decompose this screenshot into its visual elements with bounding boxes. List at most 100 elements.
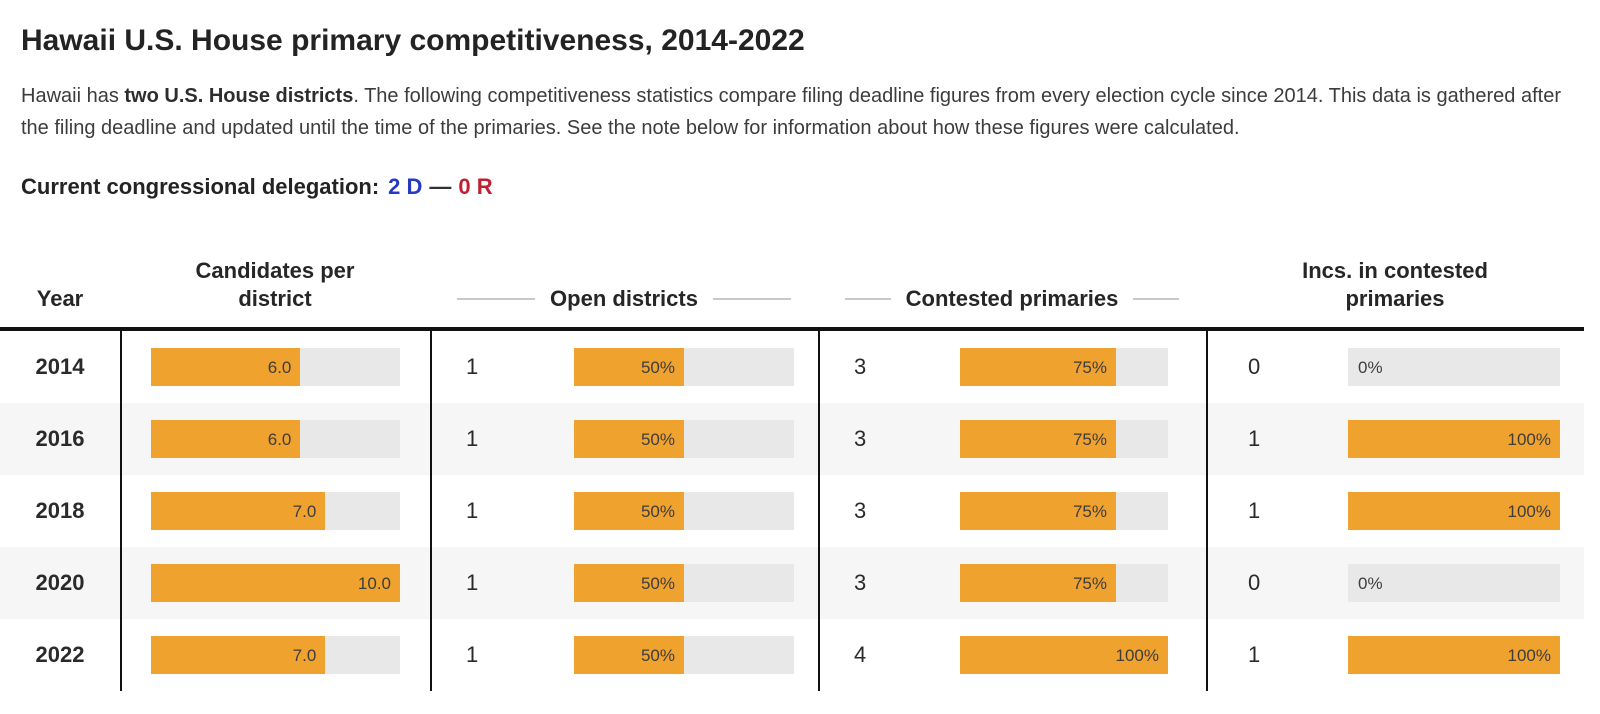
open-bar: 50% [574, 420, 794, 458]
open-districts-cell: 1 50% [430, 403, 818, 475]
incs-cell: 1 100% [1206, 475, 1584, 547]
candidates-cell: 7.0 [120, 619, 430, 691]
contested-count: 3 [854, 426, 867, 451]
bar-fill [960, 636, 1168, 674]
incs-cell: 0 0% [1206, 331, 1584, 403]
bar-fill [1348, 492, 1560, 530]
open-count: 1 [466, 426, 479, 451]
incs-count: 1 [1248, 498, 1261, 523]
bar-fill [960, 492, 1116, 530]
contested-primaries-cell: 4 100% [818, 619, 1206, 691]
incs-cell: 1 100% [1206, 403, 1584, 475]
open-districts-cell: 1 50% [430, 331, 818, 403]
open-count: 1 [466, 354, 479, 379]
open-bar: 50% [574, 348, 794, 386]
bar-value-label: 50% [640, 358, 675, 377]
contested-count: 3 [854, 354, 867, 379]
incs-cell: 0 0% [1206, 547, 1584, 619]
open-districts-cell: 1 50% [430, 547, 818, 619]
contested-count: 4 [854, 642, 867, 667]
header-decor-line-right [712, 298, 792, 300]
header-candidates-per-district: Candidates per district [120, 257, 430, 313]
table-row-2020: 2020 10.0 1 50% 3 [0, 547, 1584, 619]
year-cell: 2022 [35, 642, 85, 667]
bar-fill [1348, 420, 1560, 458]
bar-value-label: 10.0 [357, 574, 391, 593]
candidates-bar: 6.0 [151, 348, 400, 386]
bar-value-label: 75% [1072, 502, 1107, 521]
header-decor-line-right [1133, 298, 1180, 300]
bar-fill [960, 564, 1116, 602]
contested-bar: 75% [960, 492, 1168, 530]
intro-suffix: . The following competitiveness statisti… [21, 85, 1561, 139]
delegation-rep-count: 0 R [458, 174, 493, 199]
open-bar: 50% [574, 636, 794, 674]
open-count: 1 [466, 498, 479, 523]
intro-prefix: Hawaii has [21, 85, 125, 107]
bar-value-label: 50% [640, 430, 675, 449]
bar-fill [574, 348, 684, 386]
header-open-districts: Open districts [430, 285, 818, 313]
year-cell: 2018 [35, 498, 85, 523]
bar-value-label: 50% [640, 502, 675, 521]
intro-paragraph: Hawaii has two U.S. House districts. The… [21, 80, 1579, 144]
contested-bar: 75% [960, 420, 1168, 458]
table-row-2018: 2018 7.0 1 50% 3 [0, 475, 1584, 547]
bar-fill [574, 636, 684, 674]
open-count: 1 [466, 570, 479, 595]
incs-bar: 0% [1348, 348, 1560, 386]
contested-primaries-cell: 3 75% [818, 403, 1206, 475]
candidates-cell: 7.0 [120, 475, 430, 547]
candidates-bar: 7.0 [151, 492, 400, 530]
incs-bar: 100% [1348, 636, 1560, 674]
open-districts-cell: 1 50% [430, 619, 818, 691]
header-decor-line-left [457, 298, 536, 300]
header-year: Year [36, 286, 84, 311]
incs-count: 0 [1248, 570, 1261, 595]
candidates-bar: 7.0 [151, 636, 400, 674]
candidates-cell: 10.0 [120, 547, 430, 619]
open-bar: 50% [574, 564, 794, 602]
bar-value-label: 75% [1072, 574, 1107, 593]
bar-value-label: 100% [1507, 502, 1551, 521]
bar-value-label: 50% [640, 646, 675, 665]
candidates-cell: 6.0 [120, 403, 430, 475]
open-bar: 50% [574, 492, 794, 530]
candidates-bar: 6.0 [151, 420, 400, 458]
bar-fill [151, 420, 301, 458]
bar-fill [574, 420, 684, 458]
bar-value-label: 6.0 [267, 358, 292, 377]
bar-value-label: 0% [1358, 358, 1383, 377]
contested-bar: 100% [960, 636, 1168, 674]
bar-value-label: 100% [1507, 646, 1551, 665]
contested-bar: 75% [960, 564, 1168, 602]
table-header-row: Year Candidates per district Open distri… [0, 230, 1584, 331]
table-row-2016: 2016 6.0 1 50% 3 [0, 403, 1584, 475]
open-count: 1 [466, 642, 479, 667]
bar-fill [151, 564, 400, 602]
header-open-label: Open districts [550, 286, 698, 311]
bar-value-label: 7.0 [292, 502, 317, 521]
incs-count: 1 [1248, 642, 1261, 667]
bar-value-label: 100% [1507, 430, 1551, 449]
incs-bar: 0% [1348, 564, 1560, 602]
year-cell: 2016 [35, 426, 85, 451]
bar-fill [574, 492, 684, 530]
bar-fill [960, 348, 1116, 386]
bar-fill [151, 348, 301, 386]
intro-bold-text: two U.S. House districts [124, 85, 354, 107]
contested-primaries-cell: 3 75% [818, 547, 1206, 619]
contested-primaries-cell: 3 75% [818, 475, 1206, 547]
bar-value-label: 50% [640, 574, 675, 593]
page-title: Hawaii U.S. House primary competitivenes… [21, 24, 805, 57]
bar-value-label: 0% [1358, 574, 1383, 593]
delegation-label: Current congressional delegation: [21, 174, 380, 199]
table-row-2014: 2014 6.0 1 50% 3 [0, 331, 1584, 403]
bar-value-label: 100% [1115, 646, 1159, 665]
contested-count: 3 [854, 570, 867, 595]
bar-fill [151, 492, 326, 530]
bar-fill [960, 420, 1116, 458]
incs-count: 1 [1248, 426, 1261, 451]
bar-fill [574, 564, 684, 602]
